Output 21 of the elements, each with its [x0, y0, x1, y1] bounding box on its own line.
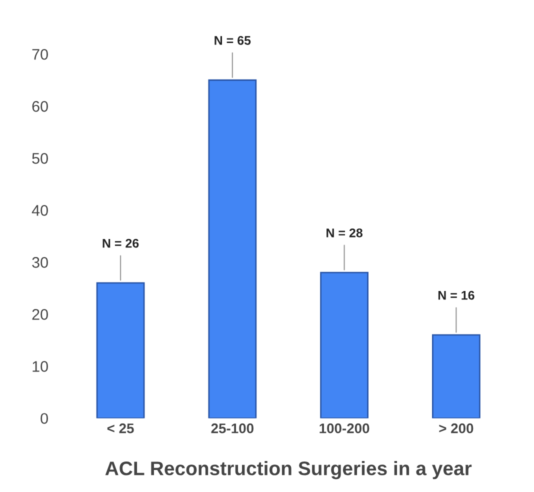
y-tick-label: 70: [32, 48, 48, 60]
x-tick-label: < 25: [107, 423, 134, 434]
y-tick-label: 20: [32, 309, 48, 320]
bar: [432, 334, 480, 418]
bar: [96, 282, 145, 418]
y-tick-label: 50: [32, 153, 48, 164]
y-tick-label: 40: [32, 205, 48, 216]
x-tick-label: 25-100: [211, 423, 254, 434]
bar: [208, 79, 257, 418]
data-label: N = 28: [326, 228, 363, 238]
y-tick-label: 30: [32, 257, 48, 268]
y-tick-label: 10: [32, 361, 48, 372]
x-tick-label: 100-200: [320, 423, 370, 434]
y-tick-label: 60: [32, 101, 48, 112]
x-axis-title: ACL Reconstruction Surgeries in a year: [105, 461, 472, 480]
x-tick-label: > 200: [439, 423, 474, 434]
data-label: N = 26: [102, 238, 139, 248]
y-tick-label: 0: [40, 413, 48, 424]
data-label: N = 65: [214, 36, 251, 45]
bar: [320, 272, 368, 418]
data-label: N = 16: [438, 290, 474, 300]
